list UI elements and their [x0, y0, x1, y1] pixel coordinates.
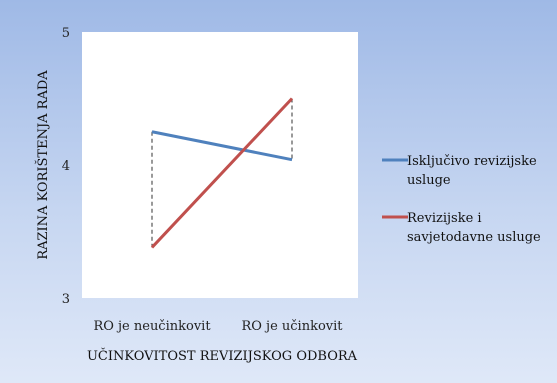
- series-line-1: [150, 97, 294, 249]
- legend: Isključivo revizijske usluge Revizijske …: [382, 154, 541, 245]
- legend-label-series-1-line-1: Revizijske i: [407, 211, 482, 226]
- x-tick-label-0: RO je neučinkovit: [93, 319, 211, 334]
- y-axis-title: RAZINA KORIŠTENJA RADA: [34, 70, 51, 260]
- plot-area: [82, 32, 358, 298]
- x-axis-title: UČINKOVITOST REVIZIJSKOG ODBORA: [87, 347, 358, 364]
- legend-label-series-0-line-1: Isključivo revizijske: [407, 154, 537, 169]
- y-tick-label-middle: 4: [62, 159, 70, 174]
- y-tick-label-top: 5: [62, 26, 70, 41]
- legend-label-series-1-line-2: savjetodavne usluge: [407, 230, 541, 245]
- x-tick-label-1: RO je učinkovit: [241, 319, 343, 334]
- y-tick-label-bottom: 3: [62, 292, 70, 307]
- series-line-0: [151, 130, 293, 162]
- legend-label-series-0-line-2: usluge: [407, 173, 451, 188]
